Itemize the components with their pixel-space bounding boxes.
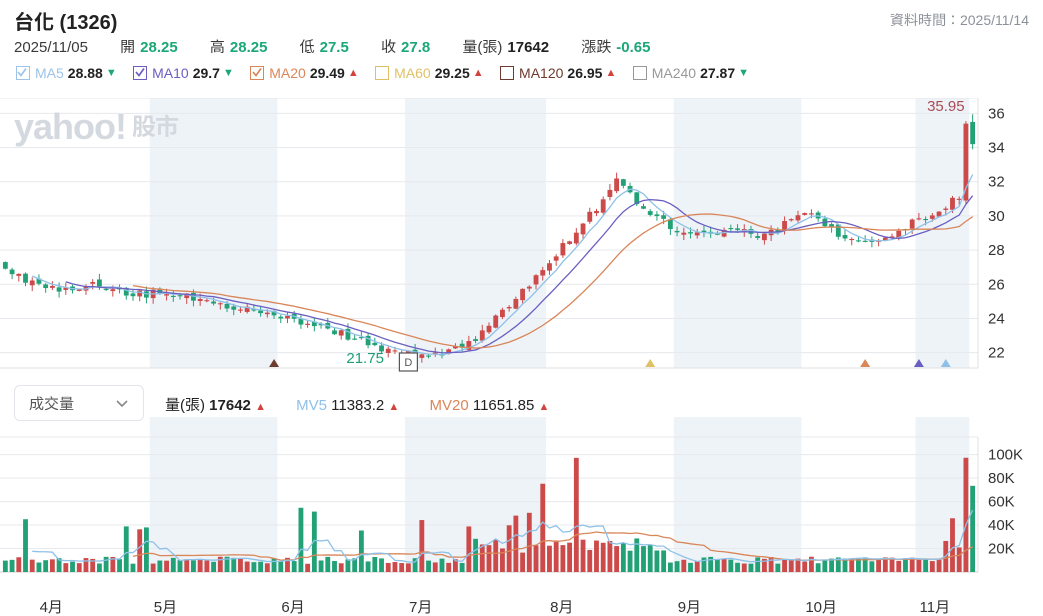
- svg-text:5月: 5月: [154, 599, 177, 616]
- svg-text:26: 26: [988, 276, 1005, 293]
- svg-text:36: 36: [988, 105, 1005, 122]
- svg-text:7月: 7月: [409, 599, 432, 616]
- svg-text:35.95: 35.95: [927, 98, 965, 115]
- svg-text:60K: 60K: [988, 494, 1015, 511]
- svg-text:32: 32: [988, 174, 1005, 191]
- svg-text:21.75: 21.75: [346, 350, 384, 367]
- svg-text:D: D: [404, 357, 412, 369]
- svg-text:4月: 4月: [40, 599, 63, 616]
- svg-text:100K: 100K: [988, 447, 1023, 464]
- svg-text:10月: 10月: [805, 599, 837, 616]
- svg-text:80K: 80K: [988, 470, 1015, 487]
- svg-text:34: 34: [988, 140, 1005, 157]
- svg-text:24: 24: [988, 310, 1005, 327]
- svg-text:40K: 40K: [988, 517, 1015, 534]
- svg-text:11月: 11月: [920, 599, 951, 616]
- svg-text:9月: 9月: [678, 599, 701, 616]
- svg-text:28: 28: [988, 242, 1005, 259]
- svg-text:30: 30: [988, 208, 1005, 225]
- svg-text:22: 22: [988, 345, 1005, 362]
- svg-text:8月: 8月: [550, 599, 573, 616]
- svg-text:20K: 20K: [988, 541, 1015, 558]
- svg-text:6月: 6月: [281, 599, 304, 616]
